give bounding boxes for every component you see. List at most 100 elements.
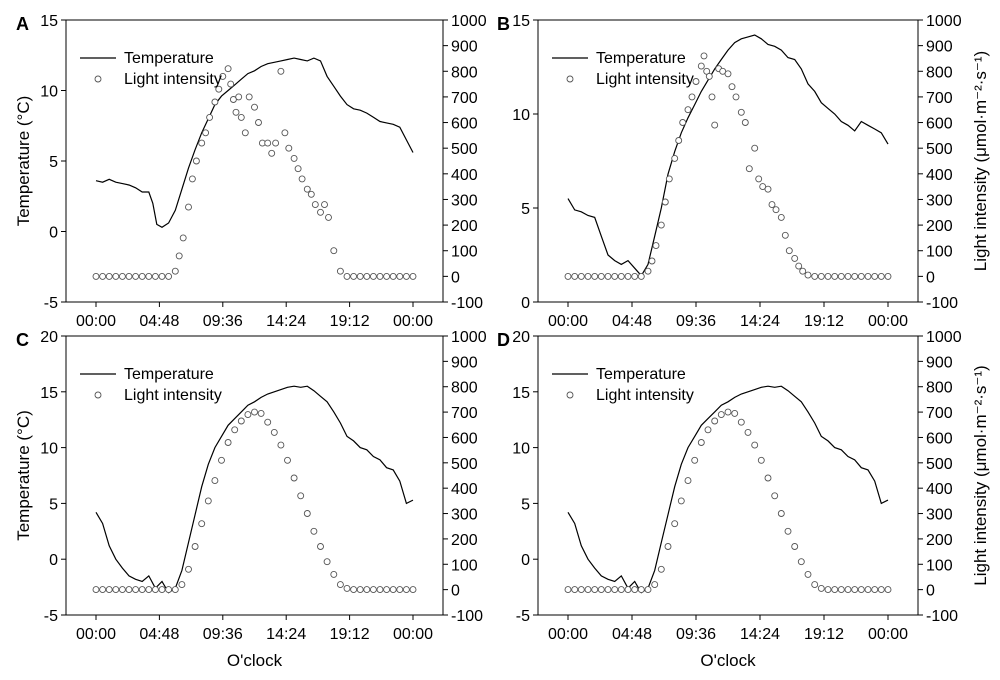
y-tick-label: 20 xyxy=(512,329,530,346)
light-intensity-point xyxy=(644,586,652,594)
y-tick-label: 10 xyxy=(40,84,58,101)
y-tick-label: 5 xyxy=(521,496,530,513)
light-intensity-point xyxy=(175,252,183,260)
temperature-line xyxy=(95,57,414,229)
light-intensity-point xyxy=(211,98,219,106)
light-intensity-point xyxy=(811,272,819,280)
x-tick-label: 19:12 xyxy=(804,313,844,330)
light-intensity-point xyxy=(303,510,311,517)
light-intensity-point xyxy=(864,586,872,594)
y2-tick-label: 800 xyxy=(926,380,953,397)
y2-tick-label: 500 xyxy=(926,456,953,473)
light-intensity-point xyxy=(837,586,845,594)
x-tick-label: 19:12 xyxy=(330,313,370,330)
x-tick-label: 14:24 xyxy=(740,626,780,643)
y2-tick-label: 400 xyxy=(451,481,478,498)
light-intensity-point xyxy=(151,586,159,594)
y-tick-label: 5 xyxy=(521,201,530,218)
y2-tick-label: 600 xyxy=(451,430,478,447)
plot-frame xyxy=(65,19,444,303)
y2-tick-label: 1000 xyxy=(926,13,962,30)
light-intensity-point xyxy=(657,221,665,229)
light-intensity-point xyxy=(165,586,173,594)
light-intensity-point xyxy=(784,527,792,535)
light-intensity-point xyxy=(290,154,298,162)
x-tick-label: 00:00 xyxy=(548,626,588,643)
panel-b: B 00:00 04:48 09:36 14:24 19:12 00:00 0 5 10 15 -10… xyxy=(497,13,990,330)
light-intensity-point xyxy=(311,201,319,209)
light-intensity-point xyxy=(383,272,391,280)
light-intensity-point xyxy=(817,272,825,280)
legend-label-temperature: Temperature xyxy=(124,50,214,67)
light-intensity-point xyxy=(356,586,364,594)
light-intensity-point xyxy=(777,213,785,221)
light-intensity-point xyxy=(871,272,879,280)
light-intensity-point xyxy=(218,456,225,464)
light-intensity-point xyxy=(759,183,767,191)
light-intensity-point xyxy=(219,72,227,80)
y2-tick-label: 300 xyxy=(451,192,478,209)
y-tick-label: 0 xyxy=(49,225,58,242)
y-tick-label: 5 xyxy=(49,496,58,513)
temperature-line xyxy=(567,385,889,594)
panel-c: C 00:00 04:48 09:36 14:24 19:12 00:00 -5 0 5 10 15 2… xyxy=(14,329,487,670)
x-tick-label: 14:24 xyxy=(266,313,306,330)
light-intensity-point xyxy=(604,272,612,280)
y2-tick-label: 100 xyxy=(451,557,478,574)
y2-tick-label: -100 xyxy=(926,608,958,625)
y2-tick-label: 900 xyxy=(451,354,478,371)
y2-tick-label: 300 xyxy=(926,507,953,524)
light-intensity-point xyxy=(255,119,262,126)
light-intensity-point xyxy=(731,409,739,417)
y-tick-label: -5 xyxy=(44,295,58,312)
light-intensity-point xyxy=(297,492,305,500)
y2-tick-label: 300 xyxy=(451,507,478,524)
light-intensity-point xyxy=(795,262,803,270)
y2-axis-title: Light intensity (μmol·m⁻²·s⁻¹) xyxy=(971,365,990,585)
light-intensity-point xyxy=(215,85,223,93)
light-intensity-point xyxy=(336,267,344,275)
light-intensity-point xyxy=(272,139,280,147)
y2-tick-label: 700 xyxy=(926,405,953,422)
light-intensity-point xyxy=(631,586,639,594)
light-intensity-point xyxy=(245,93,253,101)
light-intensity-point xyxy=(99,586,107,594)
legend-label-light: Light intensity xyxy=(596,71,694,88)
x-tick-label: 00:00 xyxy=(868,626,908,643)
y2-tick-label: -100 xyxy=(451,295,483,312)
y2-tick-label: 200 xyxy=(926,532,953,549)
light-intensity-point xyxy=(138,586,146,594)
light-intensity-point xyxy=(229,96,237,103)
plot-frame xyxy=(537,335,919,616)
light-intensity-point xyxy=(684,477,692,485)
y2-tick-label: 0 xyxy=(451,269,460,286)
light-intensity-point xyxy=(277,67,285,75)
y2-tick-label: 900 xyxy=(451,39,478,56)
y2-tick-label: 100 xyxy=(926,244,953,261)
y2-tick-label: 800 xyxy=(926,64,953,81)
light-intensity-point xyxy=(125,272,133,280)
light-intensity-point xyxy=(791,254,799,262)
legend-circle-swatch xyxy=(94,75,102,83)
light-intensity-point xyxy=(751,144,759,152)
panel-letter: A xyxy=(16,14,29,34)
light-intensity-point xyxy=(198,520,206,528)
x-tick-label: 09:36 xyxy=(676,313,716,330)
light-intensity-point xyxy=(224,439,232,446)
x-tick-label: 00:00 xyxy=(76,626,116,643)
legend-circle-swatch xyxy=(94,391,102,399)
light-intensity-point xyxy=(350,272,358,280)
light-intensity-point xyxy=(402,272,410,280)
light-intensity-point xyxy=(244,411,252,419)
light-intensity-point xyxy=(584,272,592,280)
light-intensity-point xyxy=(188,175,196,183)
y2-tick-label: 600 xyxy=(926,430,953,447)
x-tick-label: 04:48 xyxy=(612,626,652,643)
light-intensity-point xyxy=(376,586,384,594)
y2-tick-label: 100 xyxy=(926,557,953,574)
light-intensity-point xyxy=(665,175,673,183)
light-intensity-point xyxy=(851,272,859,280)
y2-tick-label: 500 xyxy=(451,456,478,473)
light-intensity-point xyxy=(799,267,807,275)
